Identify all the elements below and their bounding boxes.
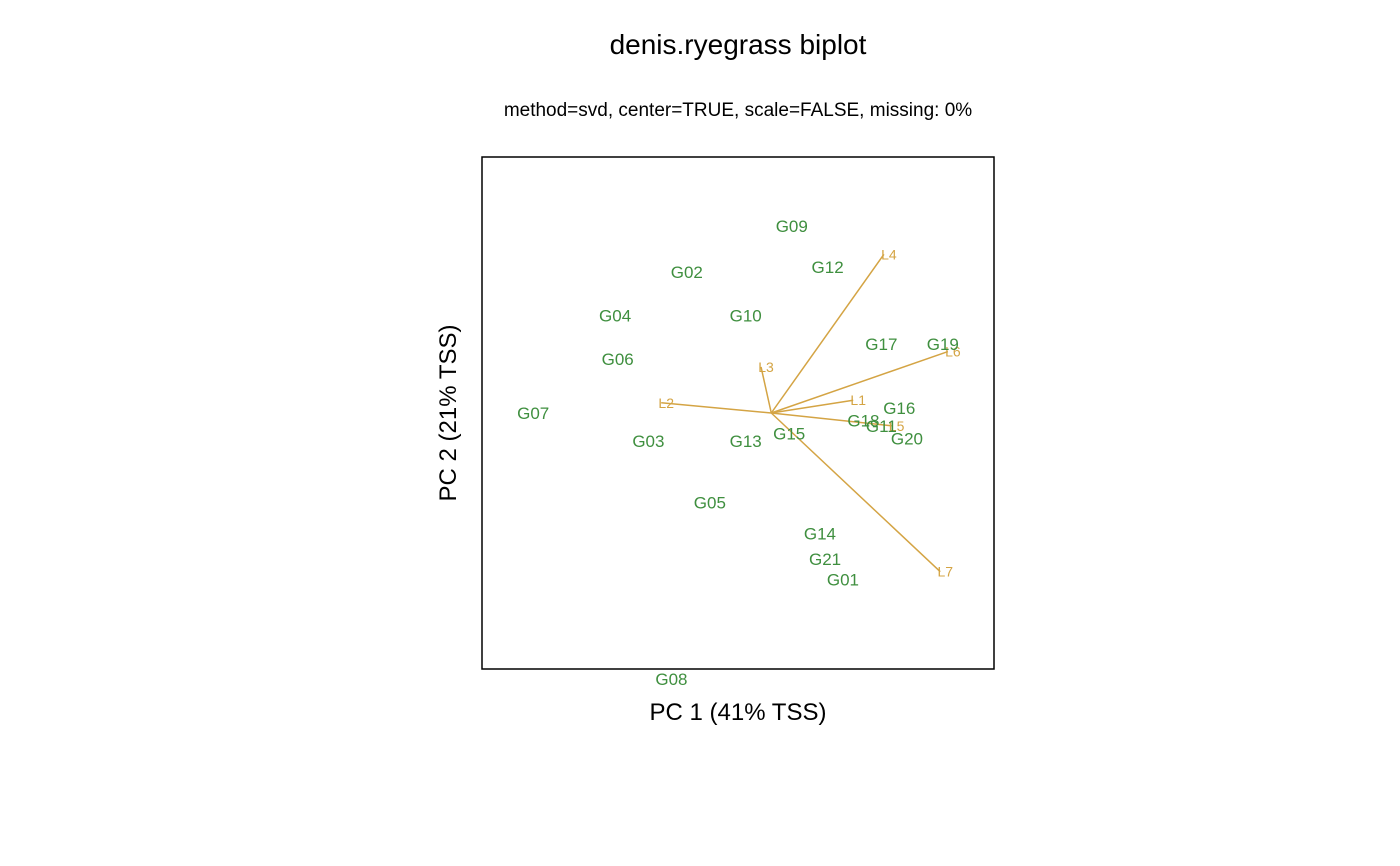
genotype-label-g02: G02 [671,263,703,282]
environment-label-l6: L6 [945,344,961,360]
genotype-label-g21: G21 [809,550,841,569]
environment-label-l1: L1 [850,392,866,408]
environment-vector-l4 [770,253,885,414]
environment-vector-l5 [771,412,892,427]
genotype-label-g20: G20 [891,430,923,449]
genotype-label-g01: G01 [827,570,859,589]
environment-vector-l6 [771,350,949,414]
x-axis-label: PC 1 (41% TSS) [650,699,827,726]
genotype-label-g04: G04 [599,307,631,326]
y-axis-label: PC 2 (21% TSS) [435,325,462,502]
environment-vector-l3 [760,366,773,414]
environment-vector-l2 [661,402,772,414]
genotype-label-g08: G08 [655,670,687,689]
genotype-label-g09: G09 [776,217,808,236]
genotype-label-g10: G10 [730,307,762,326]
genotype-label-g11: G11 [866,417,897,436]
genotype-label-g07: G07 [517,404,549,423]
genotype-label-g12: G12 [812,258,844,277]
genotype-labels: G01 G02 G03 G04 G05 G06 G07 G08 G09 G10 G11 G12 G13 G… [517,217,959,689]
environment-vectors: L1 L2 L3 L4 L5 L6 L7 [658,246,961,579]
genotype-label-g03: G03 [632,432,664,451]
environment-label-l3: L3 [758,359,774,375]
environment-vector-l1 [771,399,854,414]
chart-title: denis.ryegrass biplot [610,29,867,60]
genotype-label-g06: G06 [602,350,634,369]
environment-label-l7: L7 [937,564,953,580]
genotype-label-g17: G17 [865,335,897,354]
genotype-label-g15: G15 [773,424,805,443]
chart-subtitle: method=svd, center=TRUE, scale=FALSE, mi… [504,100,972,121]
genotype-label-g19: G19 [927,335,959,354]
environment-label-l4: L4 [881,246,897,262]
genotype-label-g16: G16 [883,399,915,418]
genotype-label-g18: G18 [847,412,879,431]
genotype-label-g14: G14 [804,524,836,543]
plot-frame [481,156,995,670]
environment-label-l2: L2 [658,395,674,411]
genotype-label-g13: G13 [730,432,762,451]
genotype-label-g05: G05 [694,494,726,513]
environment-label-l5: L5 [889,418,905,434]
environment-vector-l7 [770,412,941,573]
